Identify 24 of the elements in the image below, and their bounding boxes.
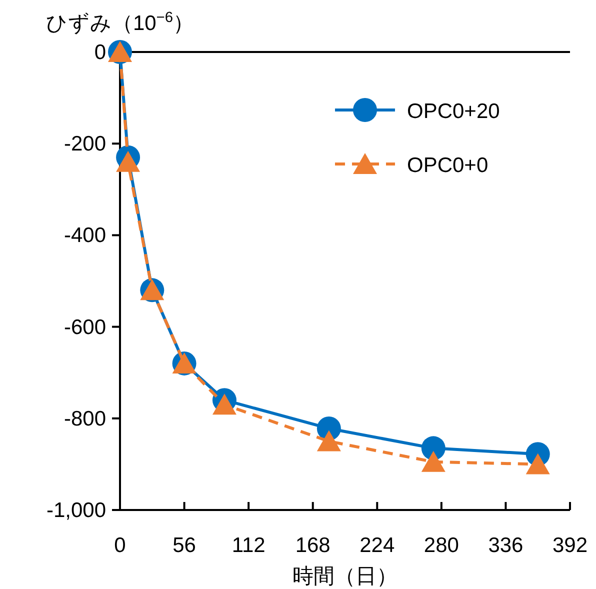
point (421, 436, 446, 460)
legend-label: OPC0+20 (407, 100, 500, 123)
x-tick-label: 56 (172, 534, 196, 557)
y-tick-label: -200 (64, 132, 106, 156)
point (116, 150, 140, 172)
point (316, 430, 341, 452)
y-tick-label: 0 (94, 41, 106, 64)
y-tick-label: -400 (64, 224, 106, 248)
x-tick-label: 280 (424, 534, 459, 557)
y-tick-label: -800 (64, 407, 106, 430)
x-tick-label: 0 (114, 534, 126, 557)
y-tick-label: -1,000 (46, 499, 106, 522)
y-axis-title: ひずみ（10$^{−6}$） (46, 10, 194, 35)
x-tick-label: 224 (360, 534, 395, 557)
x-tick-label: 336 (488, 534, 524, 557)
point (526, 453, 550, 474)
x-tick-label: 168 (295, 534, 330, 557)
x-axis-title: 時間（日） (292, 565, 398, 588)
x-tick-label: 392 (552, 534, 588, 557)
point (421, 450, 446, 472)
y-tick-label: -600 (64, 316, 106, 339)
x-tick-label: 112 (232, 534, 266, 557)
point (212, 394, 236, 415)
legend-label: OPC0+0 (407, 154, 488, 177)
